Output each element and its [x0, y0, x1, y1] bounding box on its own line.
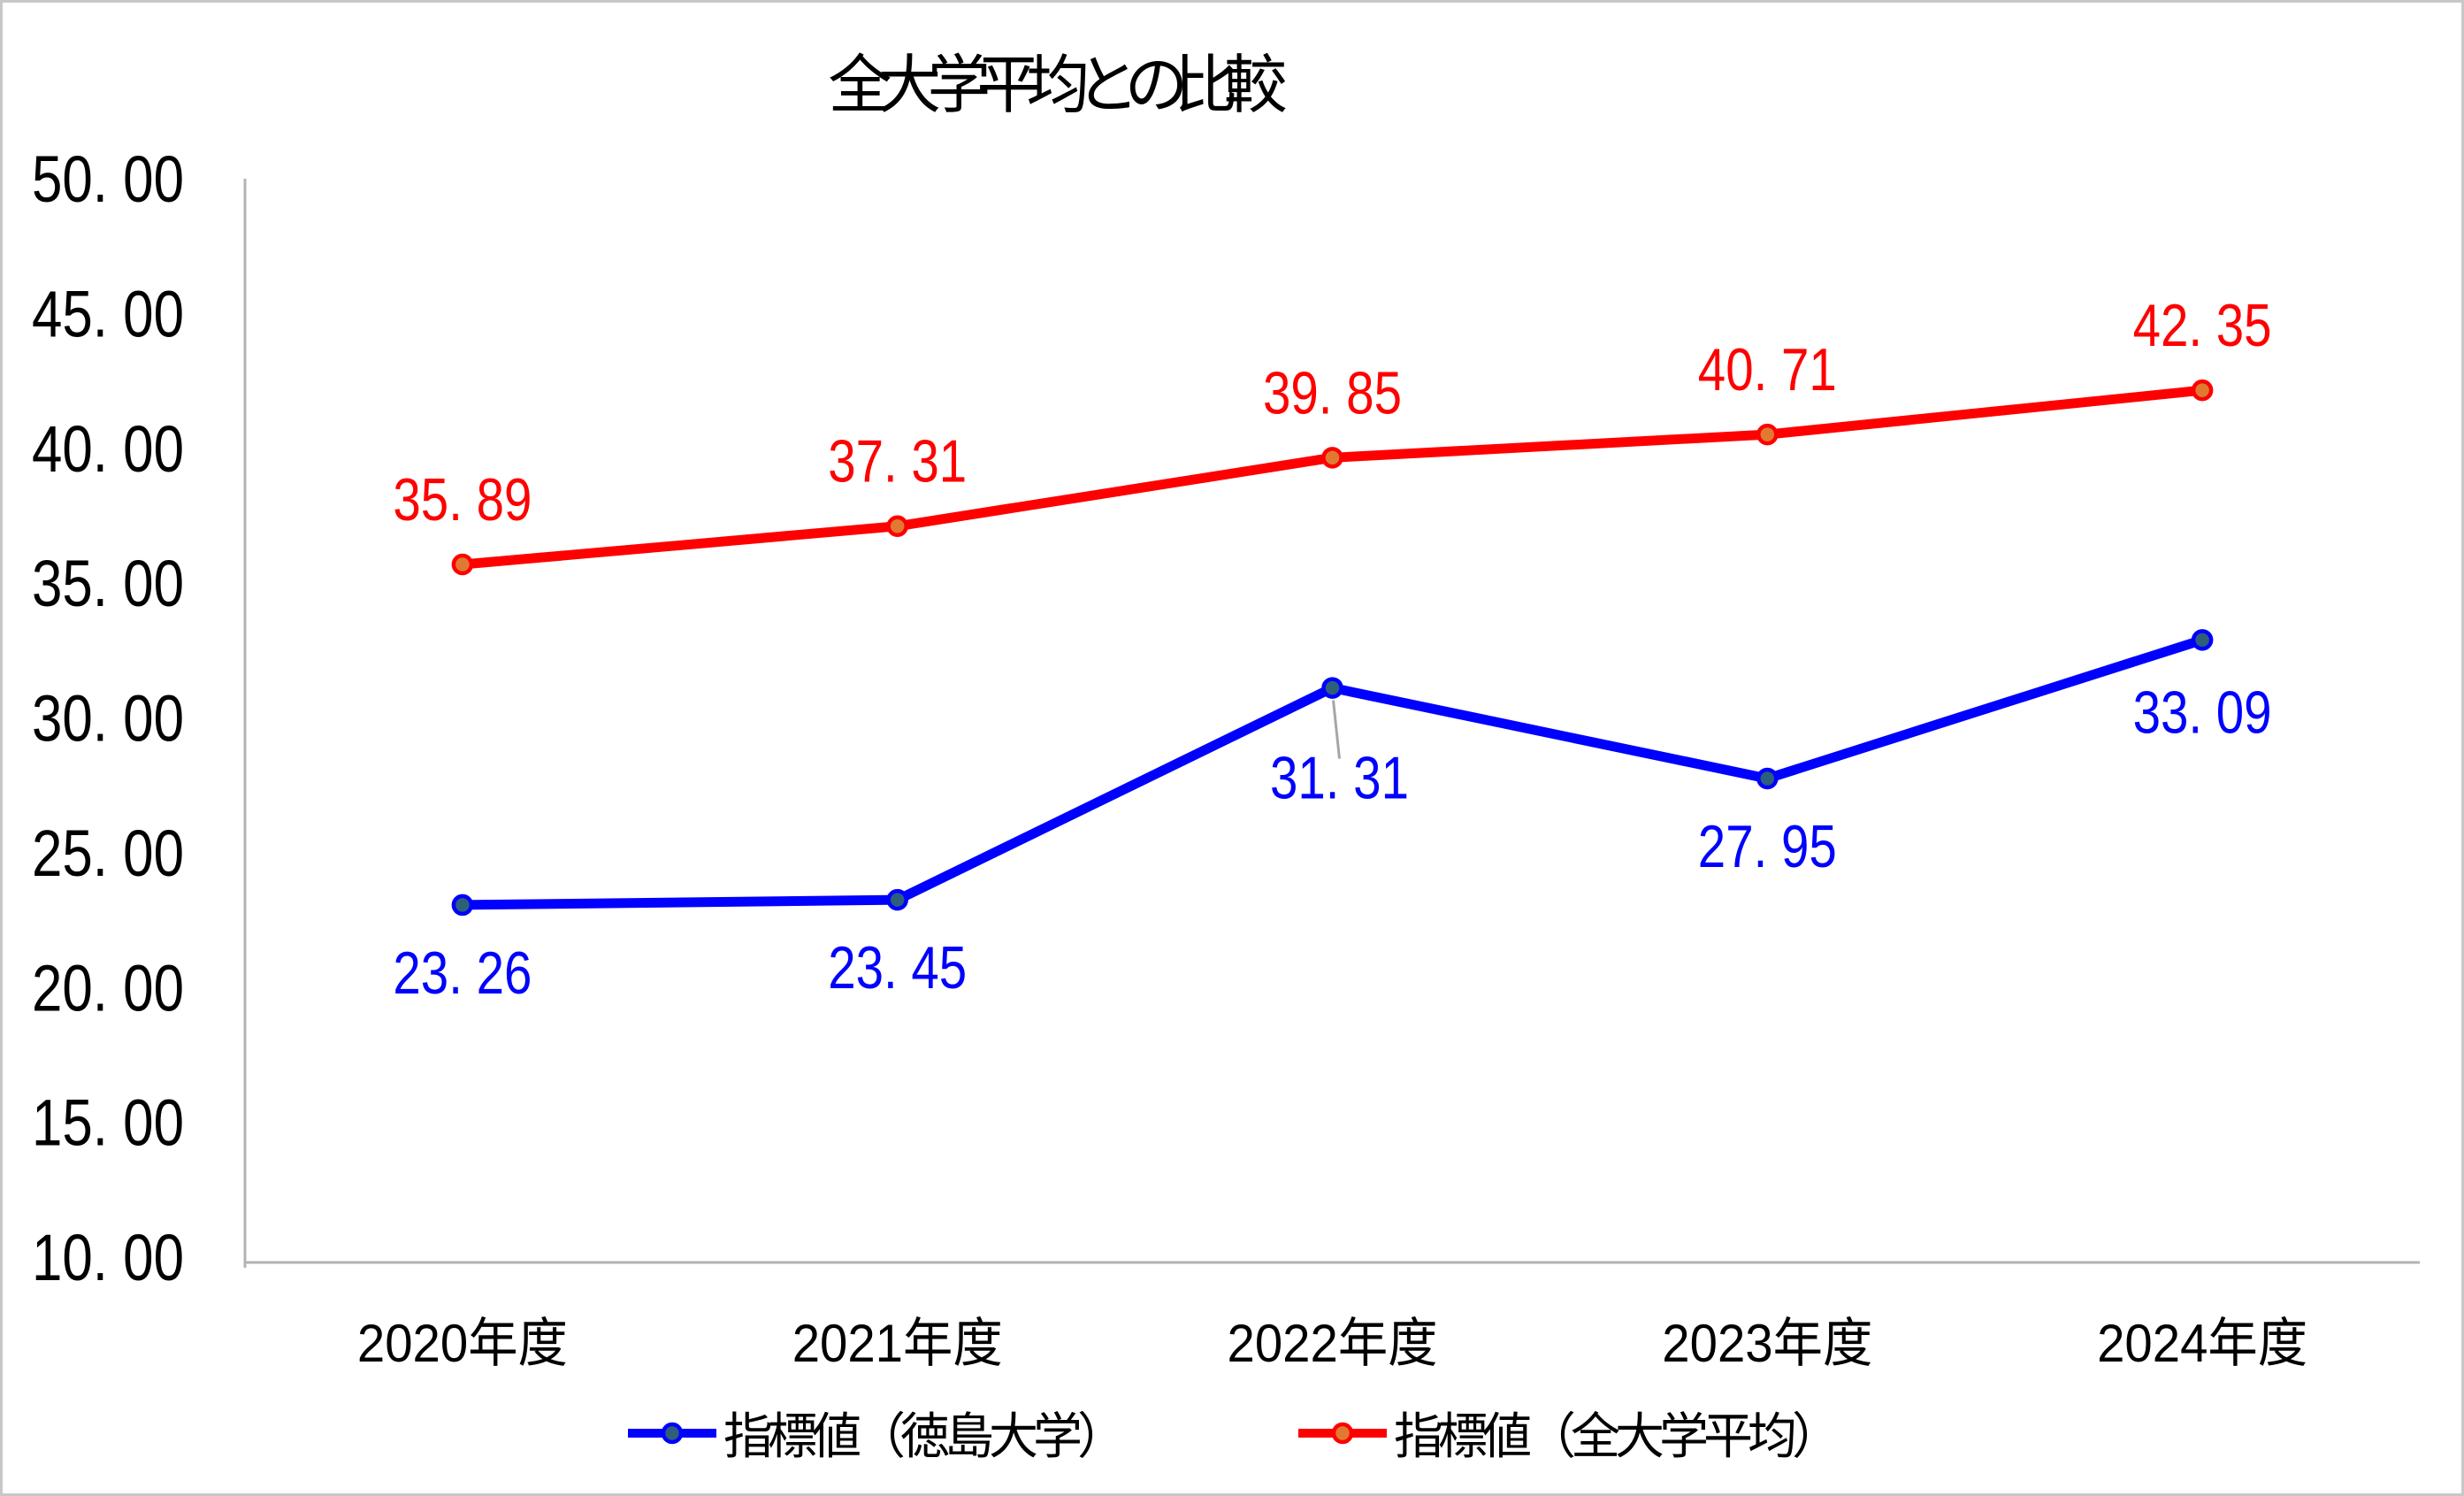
y-tick-label: 35. 00 — [32, 547, 184, 620]
y-tick-label: 50. 00 — [32, 142, 184, 216]
data-label-leader-line — [1332, 700, 1341, 759]
data-label-0: 27. 95 — [1698, 813, 1837, 880]
legend: 指標値（徳島大学） 指標値（全大学平均） — [3, 1397, 2461, 1469]
series-marker-1 — [2191, 379, 2214, 402]
y-tick-label: 40. 00 — [32, 412, 184, 486]
data-label-1: 40. 71 — [1698, 336, 1837, 403]
legend-item-tokushima: 指標値（徳島大学） — [628, 1397, 1127, 1469]
series-marker-0 — [2191, 629, 2214, 651]
legend-line-marker-icon — [628, 1422, 716, 1444]
series-marker-1 — [1321, 447, 1343, 469]
plot-area: 10. 00 15. 00 20. 00 25. 00 30. 00 35. 00 40. … — [32, 142, 2420, 1373]
data-label-1: 39. 85 — [1263, 359, 1402, 426]
data-label-0: 23. 45 — [828, 934, 967, 1001]
series-marker-0 — [1321, 677, 1343, 699]
series-marker-1 — [451, 553, 474, 576]
series-marker-0 — [1756, 767, 1779, 790]
legend-label-tokushima: 指標値（徳島大学） — [723, 1408, 1127, 1464]
x-tick-label: 2024年度 — [2097, 1314, 2307, 1373]
data-label-1: 37. 31 — [828, 428, 967, 495]
y-tick-label: 25. 00 — [32, 817, 184, 890]
chart-title: 全大学平均との比較 — [828, 50, 1287, 121]
x-tick-label: 2021年度 — [792, 1314, 1003, 1373]
legend-label-zendaigaku: 指標値（全大学平均） — [1394, 1408, 1841, 1464]
series-marker-1 — [1756, 423, 1779, 446]
series-marker-0 — [886, 888, 908, 911]
y-tick-label: 10. 00 — [32, 1221, 184, 1294]
series-marker-0 — [451, 894, 474, 917]
legend-line-marker-icon — [1298, 1422, 1387, 1444]
data-label-0: 23. 26 — [393, 940, 532, 1007]
series-marker-1 — [886, 515, 908, 537]
x-tick-label: 2020年度 — [357, 1314, 568, 1373]
y-tick-label: 45. 00 — [32, 277, 184, 350]
legend-item-zendaigaku: 指標値（全大学平均） — [1298, 1397, 1841, 1469]
y-tick-label: 30. 00 — [32, 682, 184, 756]
x-tick-label: 2022年度 — [1228, 1314, 1438, 1373]
data-label-1: 35. 89 — [393, 466, 532, 533]
data-label-0: 33. 09 — [2133, 679, 2272, 746]
data-label-0: 31. 31 — [1270, 745, 1409, 812]
y-tick-label: 20. 00 — [32, 951, 184, 1024]
data-label-1: 42. 35 — [2133, 292, 2272, 359]
y-tick-label: 15. 00 — [32, 1086, 184, 1160]
x-tick-label: 2023年度 — [1662, 1314, 1872, 1373]
